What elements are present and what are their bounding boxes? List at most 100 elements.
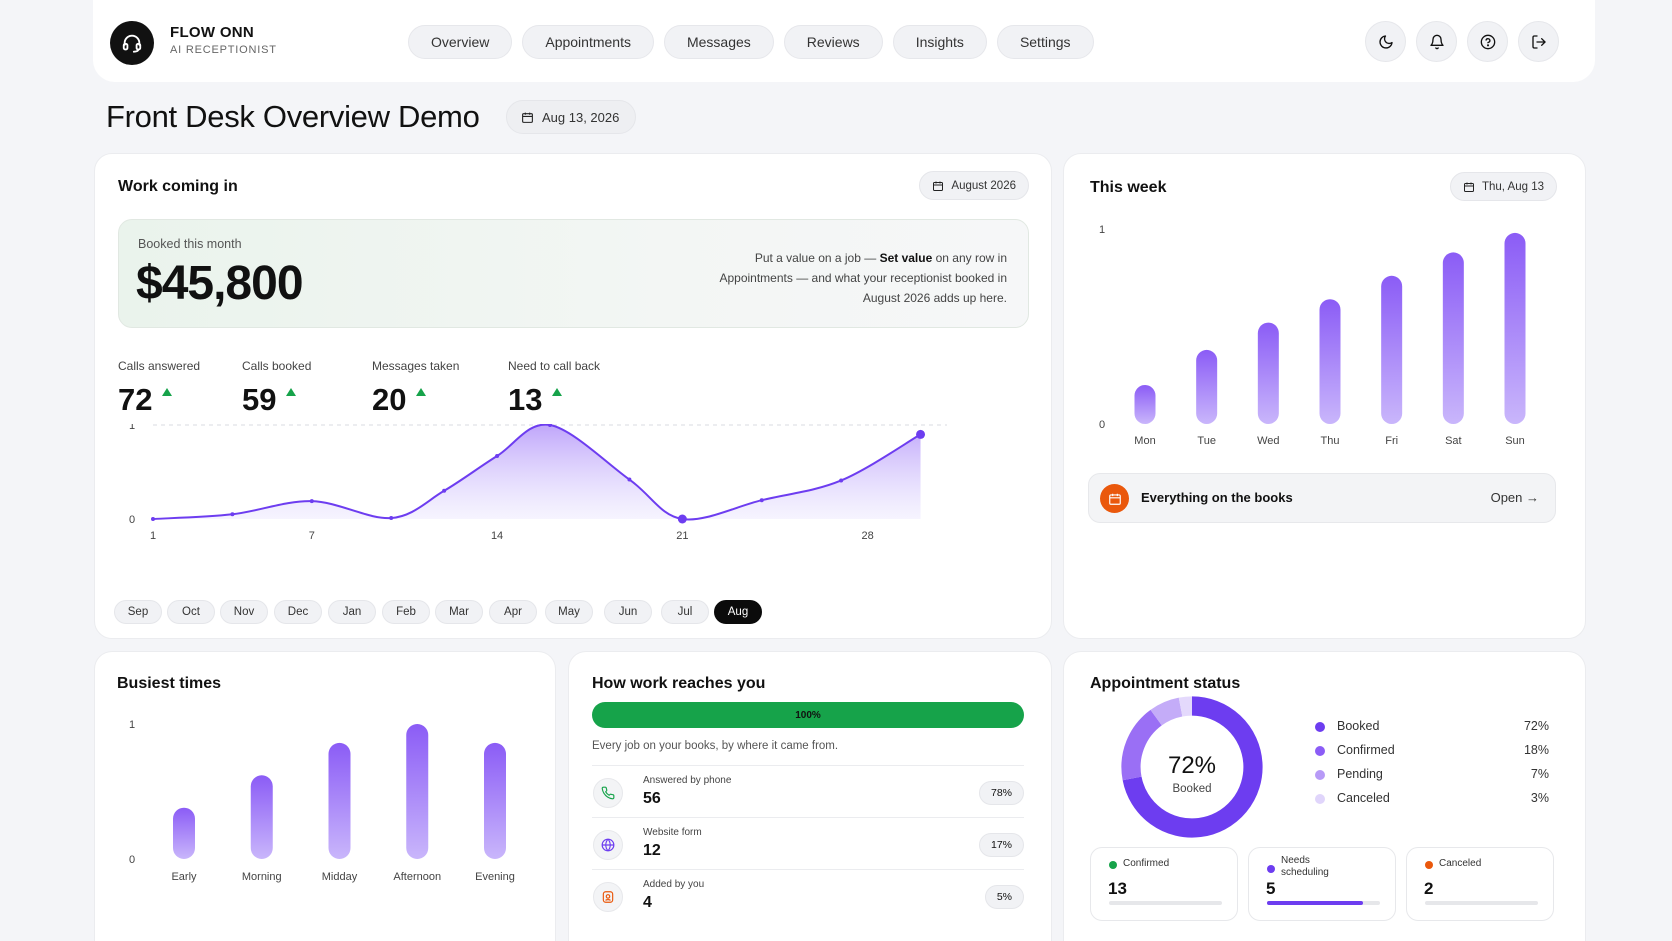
mini-card-canceled[interactable]: Canceled 2: [1406, 847, 1554, 921]
source-row-phone[interactable]: Answered by phone 56 78%: [592, 765, 1024, 817]
booked-note: Put a value on a job — Set value on any …: [707, 248, 1007, 308]
month-chip-aug[interactable]: Aug: [714, 600, 762, 624]
mini-card-confirmed[interactable]: Confirmed 13: [1090, 847, 1238, 921]
tab-overview[interactable]: Overview: [408, 25, 513, 59]
bar: [1381, 275, 1403, 424]
trend-up-icon: [286, 388, 297, 396]
donut-center-label: Booked: [1172, 783, 1211, 795]
week-date-label: Thu, Aug 13: [1481, 180, 1544, 193]
stat-need-call-back: Need to call back 13: [508, 359, 600, 418]
stat-messages-taken: Messages taken 20: [372, 359, 459, 418]
data-point: [389, 516, 394, 521]
tab-settings[interactable]: Settings: [996, 25, 1094, 59]
calendar-icon: [522, 112, 533, 123]
source-value: 56: [643, 790, 661, 807]
moon-icon[interactable]: [1365, 21, 1406, 62]
x-tick-label: 28: [861, 530, 873, 542]
y-tick-label: 1: [129, 719, 135, 731]
legend-pct: 72%: [1523, 719, 1549, 733]
week-date-picker[interactable]: Thu, Aug 13: [1449, 172, 1557, 201]
x-tick-label: Early: [171, 871, 197, 883]
status-dot: [1109, 861, 1117, 869]
mini-progress-fill: [1267, 901, 1364, 905]
source-label: Added by you: [643, 879, 705, 890]
on-the-books-row[interactable]: Everything on the books Open →: [1088, 473, 1556, 523]
data-point: [151, 517, 155, 521]
y-tick-label: 0: [129, 854, 135, 866]
bar: [1257, 322, 1279, 424]
brand-name: FLOW ONN: [170, 24, 255, 41]
bell-icon[interactable]: [1416, 21, 1457, 62]
data-point: [442, 488, 447, 493]
mini-card-needs-scheduling[interactable]: Needs scheduling 5: [1248, 847, 1396, 921]
tab-messages[interactable]: Messages: [663, 25, 774, 59]
mini-label: Canceled: [1439, 858, 1482, 869]
mini-label: Needs scheduling: [1281, 855, 1329, 878]
x-tick-label: 14: [491, 530, 503, 542]
x-tick-label: Mon: [1134, 435, 1155, 447]
logout-icon[interactable]: [1518, 21, 1559, 62]
tab-insights[interactable]: Insights: [892, 25, 987, 59]
legend-dot: [1315, 794, 1325, 804]
legend-item-pending: Pending 7%: [1315, 767, 1549, 783]
help-icon[interactable]: [1467, 21, 1508, 62]
legend-dot: [1315, 770, 1325, 780]
legend-dot: [1315, 722, 1325, 732]
month-chip-may[interactable]: May: [545, 600, 593, 624]
reach-title: How work reaches you: [592, 675, 766, 692]
bar: [173, 807, 195, 859]
legend-dot: [1315, 746, 1325, 756]
highlight-point: [916, 429, 926, 439]
bar: [250, 775, 273, 859]
data-point: [759, 498, 764, 503]
data-point: [627, 477, 632, 482]
busiest-title: Busiest times: [117, 675, 222, 692]
month-chip-oct[interactable]: Oct: [167, 600, 215, 624]
donut-center-value: 72%: [1168, 752, 1216, 779]
month-chip-mar[interactable]: Mar: [435, 600, 483, 624]
month-chip-apr[interactable]: Apr: [489, 600, 537, 624]
legend-label: Canceled: [1337, 791, 1390, 805]
books-label: Everything on the books: [1141, 490, 1293, 505]
mini-value: 2: [1424, 879, 1434, 898]
bar: [1504, 232, 1526, 424]
month-chip-sep[interactable]: Sep: [114, 600, 162, 624]
month-chip-feb[interactable]: Feb: [382, 600, 430, 624]
open-link[interactable]: Open →: [1490, 490, 1539, 505]
month-picker[interactable]: August 2026: [919, 171, 1029, 200]
mini-value: 5: [1266, 879, 1276, 898]
stat-label: Need to call back: [508, 359, 601, 373]
source-row-website[interactable]: Website form 12 17%: [592, 817, 1024, 869]
progress-label: 100%: [795, 709, 821, 721]
month-chip-jun[interactable]: Jun: [604, 600, 652, 624]
tab-appointments[interactable]: Appointments: [522, 25, 654, 59]
month-chip-jul[interactable]: Jul: [661, 600, 709, 624]
source-row-manual[interactable]: Added by you 4 5%: [592, 869, 1024, 921]
x-tick-label: Afternoon: [393, 871, 441, 883]
status-dot: [1425, 861, 1433, 869]
busiest-card: Busiest times Early Morning Midday Afternoo…: [94, 651, 556, 941]
month-chip-jan[interactable]: Jan: [328, 600, 376, 624]
date-label: Aug 13, 2026: [542, 109, 620, 125]
week-card: This week Thu, Aug 13 Mon Tue Wed Thu Fri Sat…: [1063, 153, 1586, 639]
legend-label: Pending: [1337, 767, 1383, 781]
mini-progress: [1267, 901, 1380, 905]
donut-slice-canceled: [1178, 696, 1193, 717]
set-value-link: Set value: [879, 251, 933, 265]
month-chip-dec[interactable]: Dec: [274, 600, 322, 624]
tab-reviews[interactable]: Reviews: [783, 25, 883, 59]
date-picker[interactable]: Aug 13, 2026: [506, 100, 637, 134]
stat-calls-booked: Calls booked 59: [242, 359, 311, 418]
x-tick-label: Thu: [1321, 435, 1340, 447]
x-tick-label: 7: [309, 530, 315, 542]
legend-item-confirmed: Confirmed 18%: [1315, 743, 1549, 759]
x-tick-label: Sun: [1505, 435, 1525, 447]
mini-value: 13: [1108, 879, 1127, 898]
bar: [484, 742, 506, 859]
data-point: [230, 512, 235, 517]
trend-up-icon: [552, 388, 563, 396]
status-dot: [1267, 865, 1275, 873]
stat-label: Messages taken: [372, 359, 460, 373]
month-chip-nov[interactable]: Nov: [220, 600, 268, 624]
legend-pct: 18%: [1523, 743, 1549, 757]
